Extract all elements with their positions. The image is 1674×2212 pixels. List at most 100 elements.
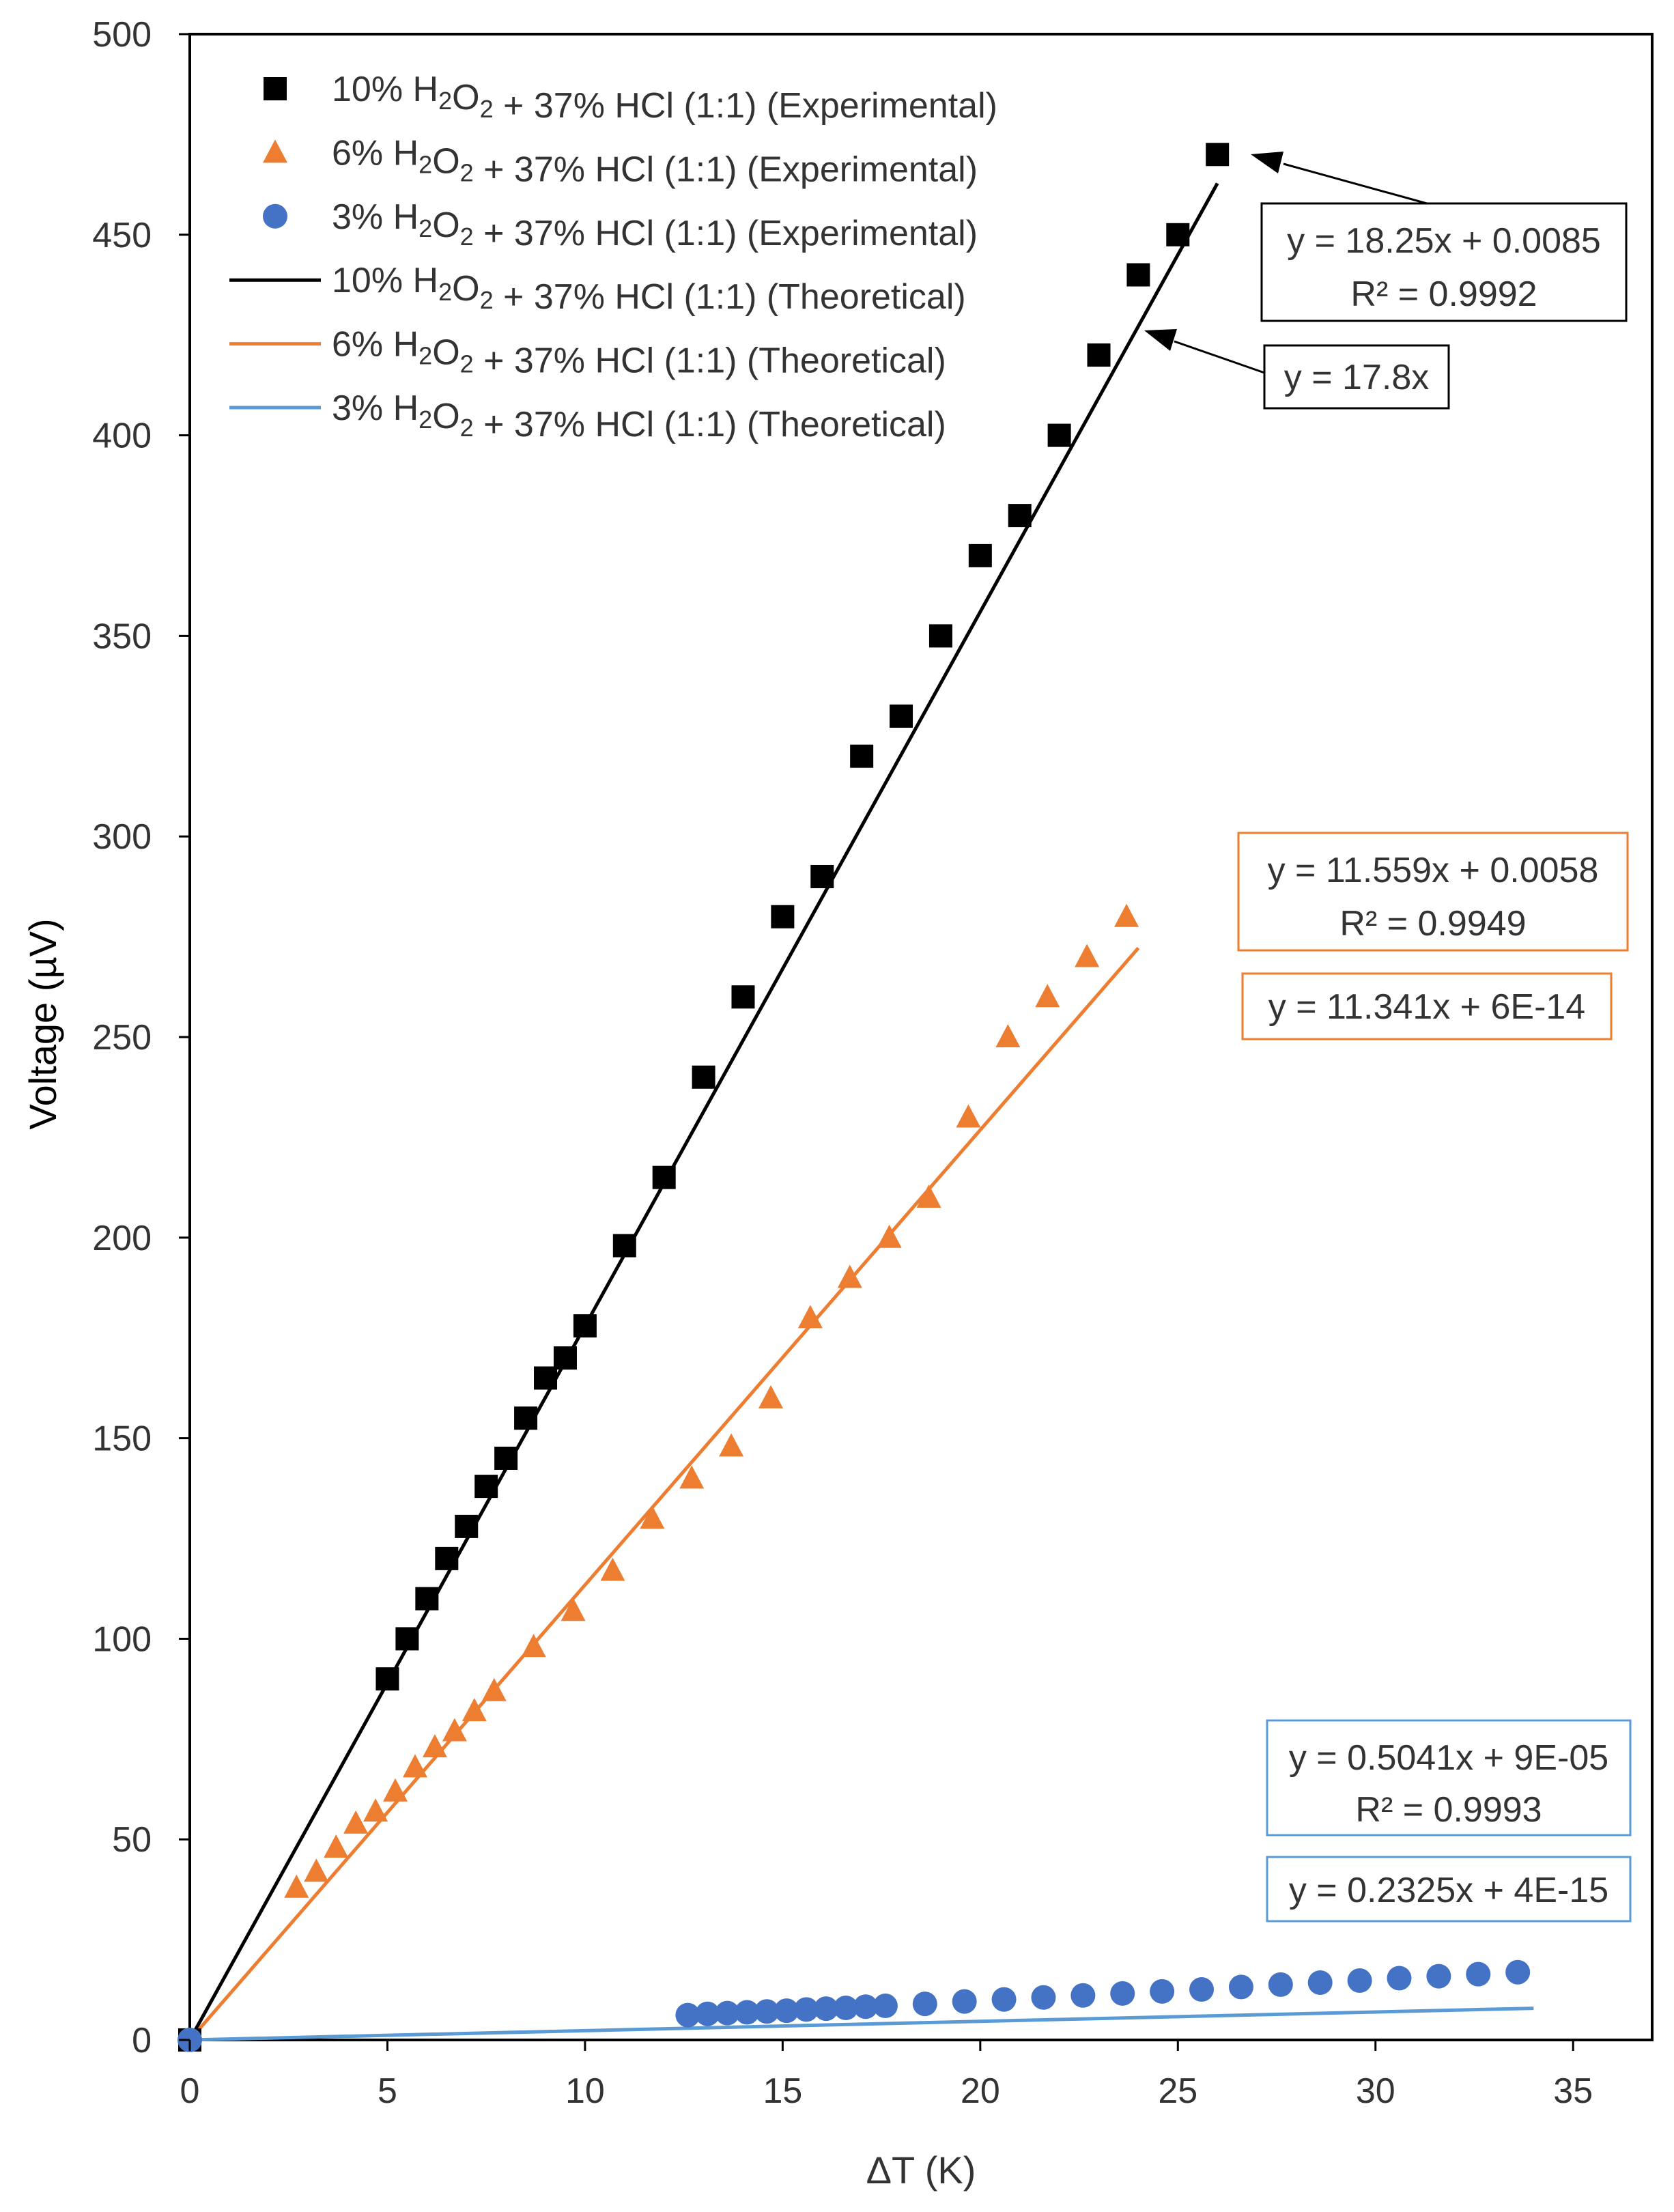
data-point-circle bbox=[814, 1996, 839, 2022]
legend-subscript: 2 bbox=[480, 95, 494, 123]
legend-text: O bbox=[432, 141, 459, 181]
legend-label: 3% H2O2 + 37% HCl (1:1) (Experimental) bbox=[332, 197, 978, 253]
x-axis-ticks: 0 5 10 15 20 25 30 35 bbox=[180, 2040, 1593, 2111]
data-point-square bbox=[1047, 423, 1071, 447]
legend-subscript: 2 bbox=[460, 158, 474, 186]
data-point-triangle bbox=[600, 1557, 625, 1581]
legend-text: O bbox=[432, 397, 459, 436]
theory-line bbox=[188, 182, 1219, 2041]
data-point-circle bbox=[1070, 1983, 1096, 2008]
y-tick-label: 300 bbox=[92, 817, 152, 857]
orange-fit-box bbox=[1237, 832, 1629, 952]
legend-text: 10% H bbox=[332, 261, 438, 300]
legend-entry: 3% H2O2 + 37% HCl (1:1) (Experimental) bbox=[263, 197, 978, 253]
data-point-circle bbox=[263, 203, 287, 229]
data-point-circle bbox=[715, 2000, 740, 2026]
legend-text: + 37% HCl (1:1) (Theoretical) bbox=[474, 341, 946, 381]
data-point-circle bbox=[952, 1989, 977, 2014]
y-tick-label: 450 bbox=[92, 216, 152, 255]
x-tick-label: 20 bbox=[961, 2071, 1000, 2111]
orange-fit-equation: y = 11.559x + 0.0058 bbox=[1268, 851, 1599, 890]
y-tick-label: 350 bbox=[92, 616, 152, 656]
data-point-square bbox=[612, 1234, 636, 1258]
data-point-circle bbox=[1307, 1970, 1333, 1995]
data-point-triangle bbox=[1114, 903, 1139, 927]
data-point-triangle bbox=[561, 1598, 586, 1621]
data-point-triangle bbox=[956, 1104, 981, 1128]
data-point-circle bbox=[1031, 1985, 1056, 2010]
legend-entry: 6% H2O2 + 37% HCl (1:1) (Theoretical) bbox=[229, 325, 946, 381]
y-axis-ticks: 0 50 100 150 200 250 300 350 400 450 500 bbox=[92, 15, 190, 2060]
blue-fit-equation: y = 0.5041x + 9E-05 bbox=[1289, 1738, 1608, 1778]
data-point-square bbox=[1166, 223, 1190, 246]
data-point-triangle bbox=[877, 1224, 902, 1248]
data-point-square bbox=[810, 864, 834, 888]
data-point-square bbox=[455, 1514, 479, 1538]
x-tick-label: 0 bbox=[180, 2071, 200, 2111]
data-point-square bbox=[968, 543, 992, 567]
blue-theory-box bbox=[1266, 1856, 1632, 1923]
data-point-triangle bbox=[481, 1677, 507, 1701]
y-tick-label: 400 bbox=[92, 416, 152, 456]
legend-text: + 37% HCl (1:1) (Experimental) bbox=[474, 150, 978, 189]
data-point-square bbox=[415, 1587, 439, 1611]
legend-text: 6% H bbox=[332, 133, 418, 173]
data-point-square bbox=[692, 1065, 715, 1089]
legend-entry: 10% H2O2 + 37% HCl (1:1) (Experimental) bbox=[264, 70, 997, 126]
data-point-triangle bbox=[442, 1718, 467, 1742]
data-point-square bbox=[435, 1546, 459, 1570]
data-point-square bbox=[1206, 143, 1230, 167]
y-tick-label: 150 bbox=[92, 1419, 152, 1459]
legend-entry: 6% H2O2 + 37% HCl (1:1) (Experimental) bbox=[263, 133, 978, 189]
theory-line bbox=[189, 2007, 1534, 2042]
legend-subscript: 2 bbox=[418, 150, 432, 178]
data-point-circle bbox=[794, 1997, 819, 2022]
legend-label: 3% H2O2 + 37% HCl (1:1) (Theoretical) bbox=[332, 388, 946, 444]
legend-text: 3% H bbox=[332, 388, 418, 428]
data-point-square bbox=[850, 744, 874, 768]
legend-subscript: 2 bbox=[418, 214, 432, 242]
legend: 10% H2O2 + 37% HCl (1:1) (Experimental)6… bbox=[229, 70, 997, 444]
black-theory-equation: y = 17.8x bbox=[1284, 358, 1429, 397]
data-point-circle bbox=[1110, 1981, 1135, 2006]
data-point-square bbox=[890, 704, 913, 728]
data-point-triangle bbox=[916, 1185, 941, 1208]
theoretical-lines bbox=[188, 182, 1534, 2042]
x-tick-label: 25 bbox=[1158, 2071, 1197, 2111]
data-point-triangle bbox=[284, 1874, 309, 1898]
data-point-triangle bbox=[402, 1754, 427, 1778]
data-point-circle bbox=[834, 1995, 859, 2020]
legend-subscript: 2 bbox=[460, 223, 474, 251]
y-axis-label: Voltage (µV) bbox=[21, 918, 64, 1129]
y-tick-label: 500 bbox=[92, 15, 152, 55]
theory-line bbox=[188, 946, 1140, 2041]
data-point-square bbox=[494, 1446, 518, 1470]
legend-label: 10% H2O2 + 37% HCl (1:1) (Theoretical) bbox=[332, 261, 966, 317]
legend-text: + 37% HCl (1:1) (Experimental) bbox=[494, 86, 997, 126]
x-tick-label: 10 bbox=[565, 2071, 605, 2111]
data-point-square bbox=[264, 77, 287, 100]
data-point-triangle bbox=[343, 1810, 369, 1834]
legend-text: + 37% HCl (1:1) (Experimental) bbox=[474, 214, 978, 253]
data-point-circle bbox=[675, 2002, 700, 2028]
data-point-square bbox=[928, 624, 952, 648]
data-point-triangle bbox=[422, 1734, 447, 1758]
x-tick-label: 15 bbox=[763, 2071, 802, 2111]
data-point-triangle bbox=[758, 1385, 784, 1408]
data-point-circle bbox=[853, 1994, 878, 2019]
data-point-circle bbox=[735, 2000, 760, 2025]
legend-subscript: 2 bbox=[460, 414, 474, 442]
data-point-triangle bbox=[679, 1465, 705, 1489]
legend-subscript: 2 bbox=[418, 406, 432, 434]
data-point-square bbox=[731, 985, 755, 1009]
legend-text: O bbox=[432, 333, 459, 373]
data-point-triangle bbox=[304, 1858, 329, 1882]
legend-text: 3% H bbox=[332, 197, 418, 237]
x-tick-label: 5 bbox=[378, 2071, 397, 2111]
data-point-square bbox=[1126, 263, 1150, 287]
x-axis-label: ΔT (K) bbox=[866, 2149, 976, 2192]
data-point-circle bbox=[1189, 1976, 1215, 2002]
black-fit-equation: y = 18.25x + 0.0085 bbox=[1287, 221, 1601, 261]
legend-text: 6% H bbox=[332, 325, 418, 365]
